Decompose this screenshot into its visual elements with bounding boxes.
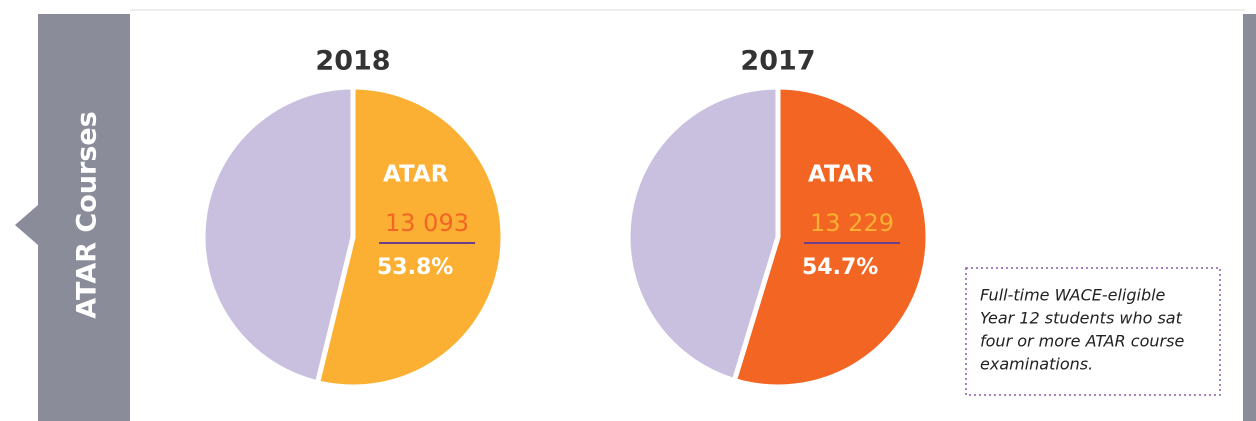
chart-title: 2017 — [740, 46, 815, 77]
pie-slice — [315, 84, 506, 390]
note-text: four or more ATAR course — [980, 332, 1184, 351]
sidebar-label: ATAR Courses — [72, 111, 103, 319]
note-text: Full-time WACE-eligible — [980, 286, 1166, 305]
note-text: Year 12 students who sat — [980, 309, 1183, 328]
pie-slice — [625, 84, 781, 384]
value-label: 54.7% — [802, 255, 878, 280]
pie-slice — [200, 84, 356, 386]
note-box — [965, 267, 1221, 396]
pie-slice — [731, 84, 931, 390]
sidebar-notch — [15, 205, 38, 245]
slice-label: ATAR — [383, 162, 449, 188]
right-bar — [1243, 14, 1256, 421]
count-label: 13 093 — [385, 209, 469, 237]
sidebar — [38, 14, 130, 421]
note-text: examinations. — [980, 355, 1093, 374]
slice-label: ATAR — [808, 162, 874, 188]
value-label: 53.8% — [377, 255, 453, 280]
chart-title: 2018 — [315, 46, 390, 77]
count-label: 13 229 — [810, 209, 894, 237]
